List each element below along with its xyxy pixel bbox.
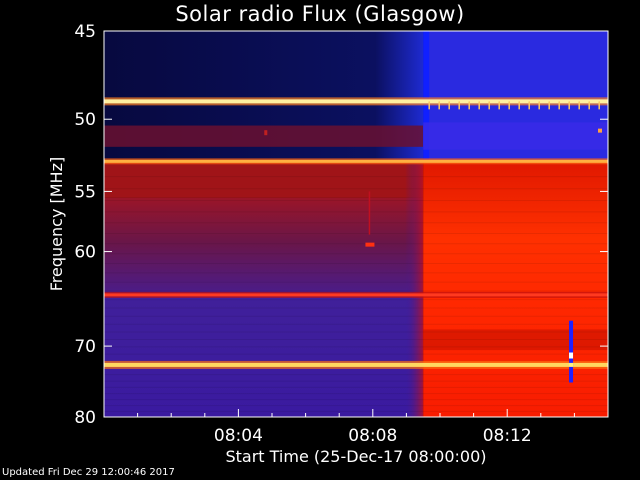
onset-edge	[405, 161, 424, 417]
heatmap-image	[104, 31, 608, 417]
post-event-low-band	[423, 161, 608, 417]
x-tick-label: 08:08	[348, 426, 397, 446]
artefact-dot	[598, 128, 602, 133]
y-tick-label: 55	[74, 182, 96, 202]
y-tick-label: 70	[74, 337, 96, 357]
bright-band	[104, 293, 608, 297]
x-axis-label: Start Time (25-Dec-17 08:00:00)	[225, 447, 486, 466]
chart-title: Solar radio Flux (Glasgow)	[175, 2, 465, 26]
x-tick-label: 08:12	[483, 426, 532, 446]
onset-high-edge	[423, 31, 430, 162]
y-tick-label: 80	[74, 408, 96, 428]
y-tick-label: 50	[74, 110, 96, 130]
pre-event-mid-band	[104, 197, 424, 295]
bright-band	[104, 362, 608, 367]
bright-band	[104, 99, 608, 104]
y-axis-label: Frequency [MHz]	[47, 157, 66, 291]
pre-event-low-band	[104, 294, 424, 417]
spike-burst	[569, 320, 574, 383]
y-tick-label: 45	[74, 22, 96, 42]
post-event-dark-strip	[423, 329, 608, 351]
artefact-dot	[264, 130, 268, 136]
plot-frame	[103, 30, 609, 418]
pre-event-red-band	[104, 161, 424, 198]
post-event-blue-strip	[423, 122, 608, 150]
x-tick-label: 08:04	[214, 426, 263, 446]
pre-event-red-strip	[104, 125, 424, 147]
spike-band-cross	[569, 362, 574, 367]
bright-band	[104, 159, 608, 163]
y-tick-label: 60	[74, 243, 96, 263]
spike-core	[569, 352, 574, 359]
update-timestamp: Updated Fri Dec 29 12:00:46 2017	[2, 467, 175, 478]
artefact-spot	[365, 242, 375, 247]
